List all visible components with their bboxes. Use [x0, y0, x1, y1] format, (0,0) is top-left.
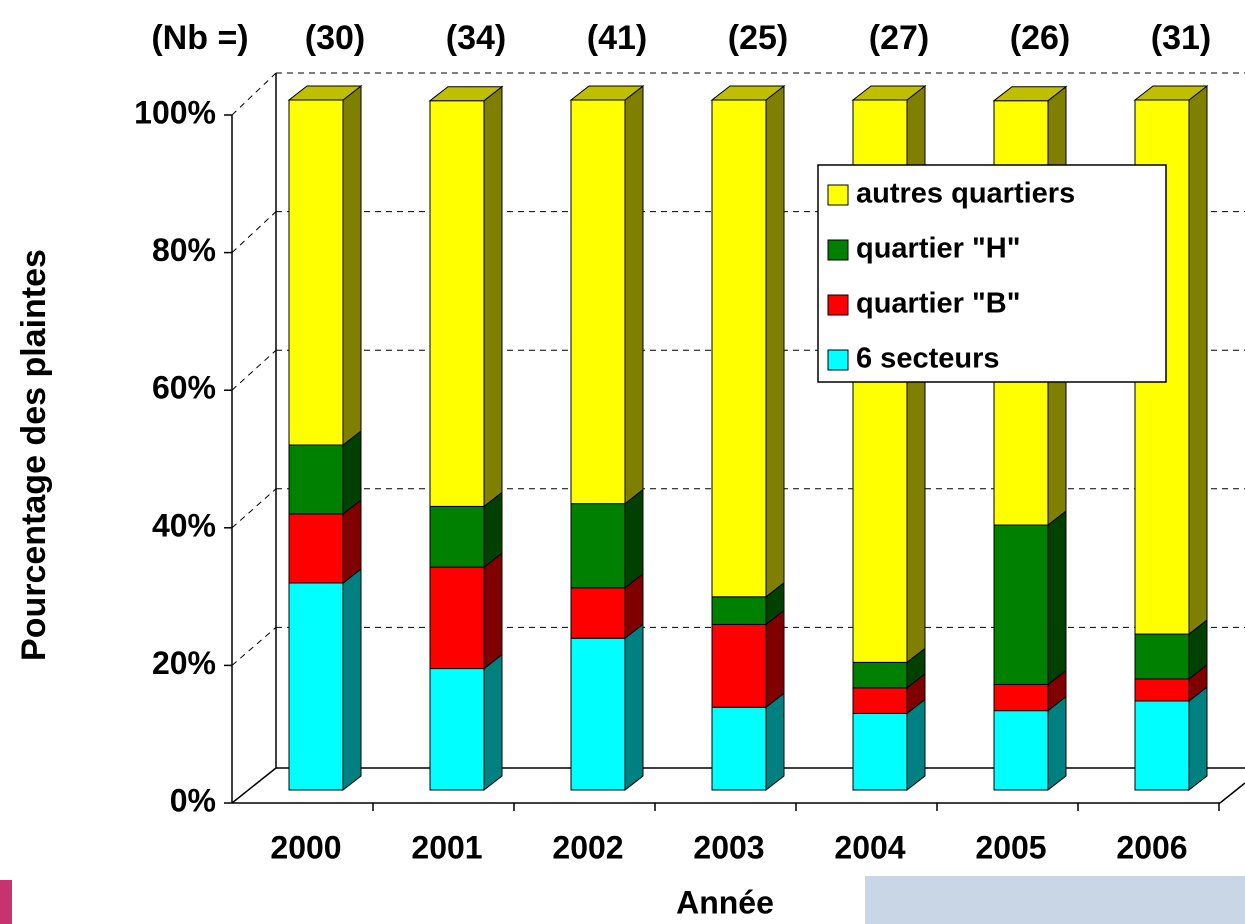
legend-label: autres quartiers [856, 178, 1075, 210]
grid-line [231, 627, 277, 666]
bar-side [1047, 510, 1067, 686]
wall [231, 73, 277, 804]
bar-segment [288, 99, 344, 446]
annotation: (26) [1010, 19, 1070, 57]
annotation-title: (Nb =) [151, 19, 248, 57]
bar-segment [852, 712, 908, 791]
annotation: (25) [728, 19, 788, 57]
bar-side [624, 623, 644, 792]
x-tick-label: 2000 [270, 829, 341, 865]
bar-segment [711, 623, 767, 708]
legend-swatch [827, 294, 849, 316]
bar-segment [570, 99, 626, 505]
bar-segment [429, 100, 485, 507]
decoration [865, 876, 1245, 924]
bar-segment [1134, 700, 1190, 791]
bar-side [1188, 84, 1208, 636]
y-tick-label: 60% [152, 370, 216, 406]
legend-label: quartier "B" [856, 288, 1020, 320]
x-tick-label: 2005 [975, 829, 1046, 865]
grid-line [231, 211, 277, 253]
x-tick-label: 2001 [411, 829, 482, 865]
bar-segment [570, 587, 626, 639]
x-tick-label: 2003 [693, 829, 764, 865]
y-tick-label: 100% [134, 94, 216, 130]
annotation: (30) [305, 19, 365, 57]
x-tick-label: 2004 [834, 829, 905, 865]
bar-segment [993, 710, 1049, 791]
bar-segment [429, 668, 485, 791]
bar-segment [993, 683, 1049, 712]
bar-top [1133, 85, 1209, 101]
bar-side [906, 698, 926, 792]
bar-side [483, 85, 503, 508]
decoration [0, 880, 12, 924]
grid-line [231, 488, 277, 529]
bar-top [992, 86, 1068, 102]
legend-label: 6 secteurs [856, 343, 1000, 375]
x-axis-title: Année [676, 884, 774, 920]
bar-top [569, 85, 645, 101]
grid-line [231, 72, 277, 116]
bar-segment [711, 596, 767, 625]
bar-side [765, 84, 785, 598]
y-tick-label: 40% [152, 507, 216, 543]
bar-side [1047, 695, 1067, 792]
bar-segment [570, 637, 626, 791]
bar-segment [288, 444, 344, 515]
legend-label: quartier "H" [856, 233, 1020, 265]
bar-side [342, 84, 362, 447]
bar-segment [1134, 678, 1190, 702]
bar-segment [711, 706, 767, 791]
legend-swatch [827, 184, 849, 206]
bar-side [765, 609, 785, 709]
x-tick-label: 2002 [552, 829, 623, 865]
bar-side [1188, 685, 1208, 792]
bar-segment [1134, 633, 1190, 680]
bar-side [624, 84, 644, 505]
bar-side [624, 488, 644, 589]
bar-segment [570, 503, 626, 589]
annotation: (27) [869, 19, 929, 57]
legend [817, 164, 1167, 383]
bar-side [342, 567, 362, 792]
bar-top [287, 85, 363, 101]
y-tick-label: 20% [152, 645, 216, 681]
bar-side [483, 653, 503, 792]
bar-segment [852, 661, 908, 689]
y-axis-title: Pourcentage des plaintes [15, 249, 53, 661]
floor-edge [1219, 782, 1245, 804]
bar-segment [993, 524, 1049, 685]
bar-segment [852, 687, 908, 714]
legend-swatch [827, 349, 849, 371]
grid-line [231, 349, 277, 391]
bar-segment [429, 505, 485, 568]
bar-side [765, 692, 785, 792]
bar-segment [288, 513, 344, 584]
annotation: (34) [446, 19, 506, 57]
annotation: (31) [1151, 19, 1211, 57]
y-tick-label: 80% [152, 232, 216, 268]
bar-top [710, 85, 786, 101]
bar-segment [288, 582, 344, 791]
bar-top [428, 86, 504, 102]
bar-top [851, 85, 927, 101]
y-tick-label: 0% [170, 782, 216, 818]
bar-segment [711, 99, 767, 598]
legend-swatch [827, 239, 849, 261]
bar-segment [429, 566, 485, 670]
x-tick-label: 2006 [1116, 829, 1187, 865]
bar-side [483, 552, 503, 670]
annotation: (41) [587, 19, 647, 57]
